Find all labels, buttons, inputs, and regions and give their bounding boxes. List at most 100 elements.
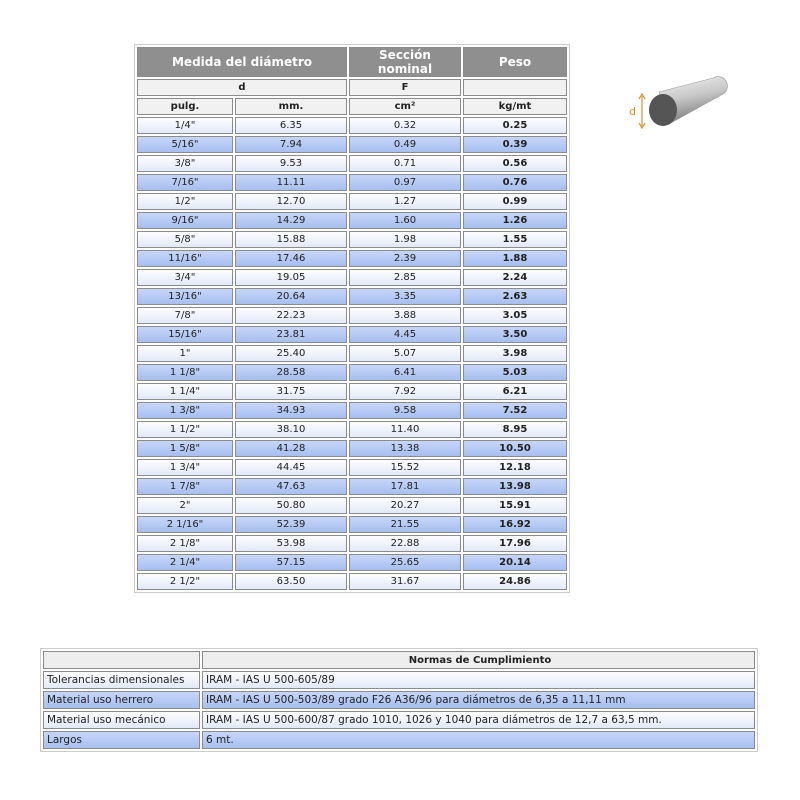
data-cell: 1 1/4" bbox=[137, 383, 233, 400]
data-cell: 34.93 bbox=[235, 402, 347, 419]
data-row: 3/4" 19.05 2.85 2.24 bbox=[137, 269, 567, 286]
data-cell: 1.26 bbox=[463, 212, 567, 229]
data-cell: 15.88 bbox=[235, 231, 347, 248]
data-cell: 11/16" bbox=[137, 250, 233, 267]
norms-row: Material uso mecánico IRAM - IAS U 500-60… bbox=[43, 711, 755, 729]
symbol-cell bbox=[463, 79, 567, 96]
data-cell: 15.91 bbox=[463, 497, 567, 514]
unit-row: pulg. mm. cm² kg/mt bbox=[137, 98, 567, 115]
data-cell: 1 3/8" bbox=[137, 402, 233, 419]
data-cell: 17.96 bbox=[463, 535, 567, 552]
data-cell: 4.45 bbox=[349, 326, 461, 343]
header-cell: Peso bbox=[463, 47, 567, 77]
data-row: 5/8" 15.88 1.98 1.55 bbox=[137, 231, 567, 248]
data-cell: 19.05 bbox=[235, 269, 347, 286]
data-cell: 2 1/8" bbox=[137, 535, 233, 552]
norms-row: Tolerancias dimensionales IRAM - IAS U 50… bbox=[43, 671, 755, 689]
data-cell: 5/16" bbox=[137, 136, 233, 153]
data-cell: 20.14 bbox=[463, 554, 567, 571]
data-cell: 6.41 bbox=[349, 364, 461, 381]
data-cell: 1" bbox=[137, 345, 233, 362]
data-cell: 3/4" bbox=[137, 269, 233, 286]
data-cell: 12.18 bbox=[463, 459, 567, 476]
data-cell: 15.52 bbox=[349, 459, 461, 476]
data-cell: 2" bbox=[137, 497, 233, 514]
data-cell: 17.81 bbox=[349, 478, 461, 495]
data-row: 1 1/8" 28.58 6.41 5.03 bbox=[137, 364, 567, 381]
data-cell: 1 7/8" bbox=[137, 478, 233, 495]
data-cell: 5.07 bbox=[349, 345, 461, 362]
norms-cell: Tolerancias dimensionales bbox=[43, 671, 200, 689]
data-cell: 7/8" bbox=[137, 307, 233, 324]
data-cell: 10.50 bbox=[463, 440, 567, 457]
data-cell: 3.98 bbox=[463, 345, 567, 362]
data-cell: 3.88 bbox=[349, 307, 461, 324]
data-row: 3/8" 9.53 0.71 0.56 bbox=[137, 155, 567, 172]
norms-row: Material uso herrero IRAM - IAS U 500-503… bbox=[43, 691, 755, 709]
header-cell: Medida del diámetro bbox=[137, 47, 347, 77]
norms-cell: IRAM - IAS U 500-605/89 bbox=[202, 671, 755, 689]
data-cell: 1.27 bbox=[349, 193, 461, 210]
data-cell: 9.53 bbox=[235, 155, 347, 172]
data-cell: 0.32 bbox=[349, 117, 461, 134]
unit-cell: cm² bbox=[349, 98, 461, 115]
data-cell: 0.39 bbox=[463, 136, 567, 153]
symbol-cell: d bbox=[137, 79, 347, 96]
data-cell: 13/16" bbox=[137, 288, 233, 305]
norms-table-body: Normas de Cumplimiento Tolerancias dimen… bbox=[43, 651, 755, 749]
data-cell: 50.80 bbox=[235, 497, 347, 514]
data-row: 15/16" 23.81 4.45 3.50 bbox=[137, 326, 567, 343]
data-cell: 2 1/16" bbox=[137, 516, 233, 533]
data-cell: 1.55 bbox=[463, 231, 567, 248]
diameter-table: Medida del diámetro Sección nominal Peso… bbox=[134, 44, 570, 593]
symbol-cell: F bbox=[349, 79, 461, 96]
data-cell: 7.94 bbox=[235, 136, 347, 153]
rod-figure: d bbox=[629, 76, 728, 130]
data-cell: 13.98 bbox=[463, 478, 567, 495]
data-row: 2 1/8" 53.98 22.88 17.96 bbox=[137, 535, 567, 552]
data-cell: 0.97 bbox=[349, 174, 461, 191]
data-cell: 20.27 bbox=[349, 497, 461, 514]
data-cell: 1/4" bbox=[137, 117, 233, 134]
data-cell: 11.40 bbox=[349, 421, 461, 438]
data-row: 7/16" 11.11 0.97 0.76 bbox=[137, 174, 567, 191]
data-cell: 0.49 bbox=[349, 136, 461, 153]
data-cell: 2.39 bbox=[349, 250, 461, 267]
data-cell: 7.52 bbox=[463, 402, 567, 419]
data-cell: 38.10 bbox=[235, 421, 347, 438]
data-cell: 5/8" bbox=[137, 231, 233, 248]
symbol-row: d F bbox=[137, 79, 567, 96]
data-cell: 2 1/4" bbox=[137, 554, 233, 571]
data-cell: 2 1/2" bbox=[137, 573, 233, 590]
data-cell: 2.63 bbox=[463, 288, 567, 305]
data-cell: 1 3/4" bbox=[137, 459, 233, 476]
norms-cell: IRAM - IAS U 500-600/87 grado 1010, 1026… bbox=[202, 711, 755, 729]
data-cell: 13.38 bbox=[349, 440, 461, 457]
norms-cell: 6 mt. bbox=[202, 731, 755, 749]
data-cell: 22.88 bbox=[349, 535, 461, 552]
data-row: 5/16" 7.94 0.49 0.39 bbox=[137, 136, 567, 153]
data-cell: 1.98 bbox=[349, 231, 461, 248]
data-cell: 8.95 bbox=[463, 421, 567, 438]
data-cell: 1 1/2" bbox=[137, 421, 233, 438]
data-row: 1" 25.40 5.07 3.98 bbox=[137, 345, 567, 362]
data-cell: 1 1/8" bbox=[137, 364, 233, 381]
data-row: 2 1/2" 63.50 31.67 24.86 bbox=[137, 573, 567, 590]
data-cell: 0.25 bbox=[463, 117, 567, 134]
data-cell: 3.50 bbox=[463, 326, 567, 343]
data-cell: 1.60 bbox=[349, 212, 461, 229]
norms-cell: Largos bbox=[43, 731, 200, 749]
data-cell: 1 5/8" bbox=[137, 440, 233, 457]
data-row: 1 1/2" 38.10 11.40 8.95 bbox=[137, 421, 567, 438]
header-row: Medida del diámetro Sección nominal Peso bbox=[137, 47, 567, 77]
data-cell: 25.65 bbox=[349, 554, 461, 571]
data-cell: 16.92 bbox=[463, 516, 567, 533]
data-cell: 1.88 bbox=[463, 250, 567, 267]
data-cell: 63.50 bbox=[235, 573, 347, 590]
data-row: 2 1/16" 52.39 21.55 16.92 bbox=[137, 516, 567, 533]
data-cell: 0.76 bbox=[463, 174, 567, 191]
norms-row: Largos 6 mt. bbox=[43, 731, 755, 749]
data-row: 1 3/8" 34.93 9.58 7.52 bbox=[137, 402, 567, 419]
data-cell: 3.05 bbox=[463, 307, 567, 324]
